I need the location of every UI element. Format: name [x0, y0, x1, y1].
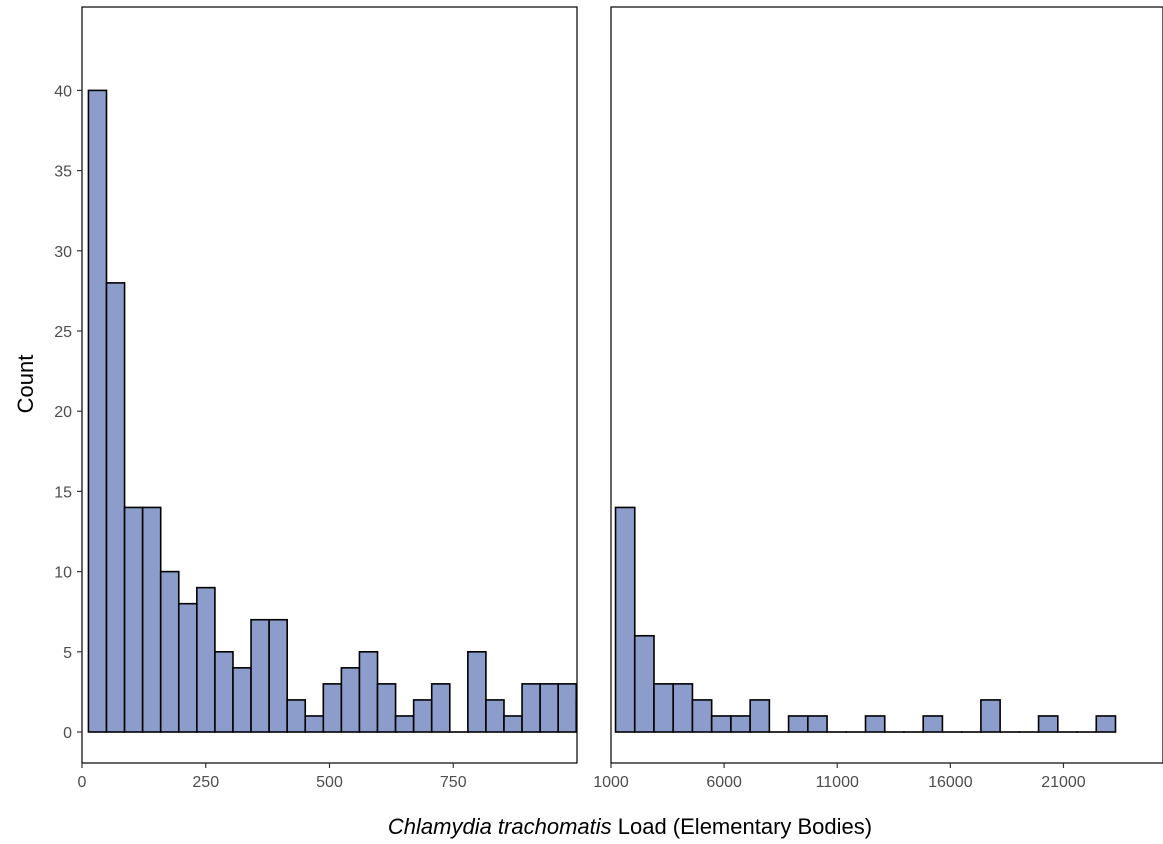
histogram-bar: [412, 699, 433, 733]
histogram-bar: [922, 715, 944, 733]
histogram-bar: [340, 667, 361, 733]
histogram-bar: [807, 715, 828, 733]
histogram-bar: [430, 683, 451, 733]
histogram-bar: [710, 715, 732, 733]
x-axis-title-rest: Load (Elementary Bodies): [612, 814, 872, 839]
histogram-bar: [653, 683, 675, 733]
left-bars: [87, 89, 577, 733]
x-tick-label: 6000: [706, 774, 742, 791]
y-tick-label: 5: [63, 645, 72, 662]
histogram-bar: [467, 650, 487, 733]
histogram-bar: [250, 618, 270, 733]
right-bars: [614, 506, 1117, 733]
x-axis-title-italic: Chlamydia trachomatis: [388, 814, 612, 839]
histogram-bar: [196, 586, 216, 733]
histogram-bar: [575, 699, 577, 733]
histogram-bar: [980, 699, 1001, 733]
histogram-bar: [322, 683, 343, 733]
y-tick-label: 0: [63, 725, 72, 742]
histogram-bar: [159, 570, 180, 733]
x-tick-label: 500: [316, 774, 343, 791]
x-tick-label: 16000: [928, 774, 973, 791]
y-tick-label: 25: [54, 324, 72, 341]
x-tick-label: 0: [78, 774, 87, 791]
histogram-bar: [691, 699, 713, 733]
histogram-bar: [87, 89, 108, 733]
y-tick-label: 35: [54, 164, 72, 181]
histogram-bar: [394, 715, 415, 733]
left-panel: 0 250 500 750: [78, 6, 578, 791]
histogram-bar: [123, 506, 144, 733]
histogram-bar: [286, 699, 307, 733]
x-tick-label: 250: [192, 774, 219, 791]
histogram-bar: [304, 715, 325, 733]
histogram-bar: [787, 715, 809, 733]
y-tick-label: 20: [54, 404, 72, 421]
histogram-bar: [864, 715, 886, 733]
y-axis: 0 5 10 15 20 25 30 35 40: [54, 83, 82, 742]
histogram-bar: [232, 667, 252, 733]
histogram-bar: [376, 683, 397, 733]
histogram-bar: [521, 683, 541, 733]
histogram-bar: [485, 699, 505, 733]
histogram-bar: [730, 715, 751, 733]
histogram-bar: [1037, 715, 1059, 733]
y-axis-title: Count: [13, 355, 38, 414]
x-tick-label: 750: [440, 774, 467, 791]
x-tick-label: 21000: [1041, 774, 1086, 791]
histogram-bar: [177, 602, 198, 733]
y-tick-label: 15: [54, 484, 72, 501]
histogram-bar: [614, 506, 636, 733]
histogram-bar: [1095, 715, 1117, 733]
histogram-bar: [268, 618, 288, 733]
histogram-bar: [539, 683, 559, 733]
y-tick-label: 10: [54, 565, 72, 582]
right-panel: 1000 6000 11000 16000 21000: [593, 6, 1163, 791]
histogram-bar: [105, 282, 126, 733]
x-axis-title: Chlamydia trachomatis Load (Elementary B…: [388, 814, 872, 839]
histogram-bar: [141, 506, 162, 733]
histogram-bar: [557, 683, 577, 733]
y-tick-label: 40: [54, 83, 72, 100]
x-tick-label: 1000: [593, 774, 629, 791]
histogram-bar: [214, 650, 234, 733]
histogram-bar: [503, 715, 523, 733]
histogram-bar: [358, 650, 379, 733]
right-panel-border: [610, 6, 1163, 764]
y-tick-label: 30: [54, 244, 72, 261]
histogram-bar: [672, 683, 694, 733]
histogram-bar: [633, 634, 655, 733]
histogram-bar: [749, 699, 771, 733]
x-tick-label: 11000: [816, 774, 859, 791]
